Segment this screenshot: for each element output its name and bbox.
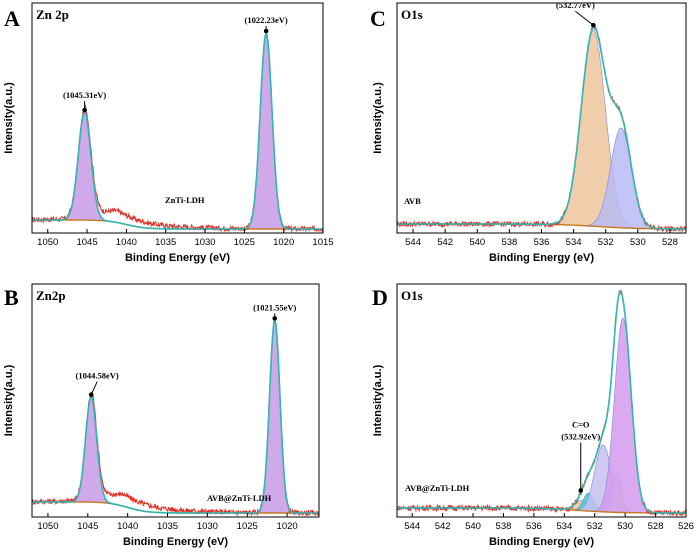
x-tick-label: 1030 bbox=[194, 237, 215, 248]
x-tick-label: 526 bbox=[678, 521, 694, 532]
annotation-label: (532.92eV) bbox=[561, 431, 600, 441]
x-tick-label: 1020 bbox=[273, 237, 294, 248]
annotation-arrowhead bbox=[578, 488, 584, 493]
x-tick-label: 540 bbox=[465, 521, 481, 532]
annotation-label: ZnTi-LDH bbox=[165, 195, 205, 205]
raw-data-line bbox=[396, 289, 687, 517]
fitted-envelope bbox=[32, 317, 319, 514]
annotation-label: (1022.23eV) bbox=[245, 15, 288, 25]
annotation-arrow bbox=[90, 381, 98, 395]
x-tick-label: 1050 bbox=[37, 521, 58, 532]
x-tick-label: 540 bbox=[469, 237, 485, 248]
plot-frame bbox=[396, 2, 687, 234]
x-tick-label: 1025 bbox=[237, 521, 258, 532]
x-tick-label: 532 bbox=[598, 237, 614, 248]
panel-letter: D bbox=[372, 285, 388, 310]
x-tick-label: 1045 bbox=[77, 521, 98, 532]
y-axis-label: Intensity(a.u.) bbox=[372, 364, 384, 436]
x-tick-label: 528 bbox=[662, 237, 678, 248]
y-axis-label: Intensity(a.u.) bbox=[3, 82, 15, 154]
annotation-arrowhead bbox=[82, 107, 87, 113]
annotation-label: (532.77eV) bbox=[556, 0, 595, 10]
panel-letter: A bbox=[4, 6, 20, 31]
x-axis-label: Binding Energy (eV) bbox=[489, 536, 594, 548]
panel-c: 544 542 540 538 536 534 532 530 528 Binding Energ… bbox=[370, 0, 687, 264]
panel-letter: B bbox=[4, 285, 19, 310]
x-tick-label: 534 bbox=[556, 521, 572, 532]
annotation-arrowhead bbox=[591, 22, 596, 28]
panel-a: 1050 1045 1040 1035 1030 1025 1020 1015 Binding … bbox=[3, 2, 334, 264]
x-tick-label: 1040 bbox=[116, 237, 137, 248]
panel-letter: C bbox=[370, 6, 386, 31]
x-tick-label: 536 bbox=[534, 237, 550, 248]
x-axis-label: Binding Energy (eV) bbox=[123, 536, 228, 548]
annotation-label: (1021.55eV) bbox=[253, 302, 296, 312]
x-tick-label: 544 bbox=[404, 521, 420, 532]
x-tick-label: 1030 bbox=[197, 521, 218, 532]
x-tick-label: 538 bbox=[496, 521, 512, 532]
x-tick-label: 1050 bbox=[37, 237, 58, 248]
peak-fill-2 bbox=[397, 127, 686, 230]
x-tick-label: 538 bbox=[501, 237, 517, 248]
raw-data-line bbox=[396, 23, 687, 233]
x-axis-label: Binding Energy (eV) bbox=[125, 252, 230, 264]
x-tick-label: 532 bbox=[587, 521, 603, 532]
annotation-label: (1045.31eV) bbox=[63, 90, 106, 100]
x-tick-label: 1040 bbox=[117, 521, 138, 532]
fitted-envelope bbox=[397, 26, 686, 230]
x-tick-label: 530 bbox=[617, 521, 633, 532]
peak-fill-1 bbox=[397, 30, 686, 230]
annotation-arrow bbox=[575, 10, 594, 26]
peak-fill-2 bbox=[32, 319, 319, 514]
x-tick-label: 1035 bbox=[155, 237, 176, 248]
panel-b: 1050 1045 1040 1035 1030 1025 1020 Binding Ener… bbox=[3, 283, 320, 548]
x-tick-label: 1020 bbox=[277, 521, 298, 532]
x-tick-label: 528 bbox=[648, 521, 664, 532]
x-tick-label: 1025 bbox=[234, 237, 255, 248]
fitted-envelope bbox=[397, 290, 686, 514]
annotation-arrowhead bbox=[272, 316, 278, 321]
annotation-label: AVB bbox=[404, 196, 421, 206]
annotation-arrowhead bbox=[88, 392, 94, 398]
plot-frame bbox=[31, 2, 324, 234]
annotation-arrowhead bbox=[263, 28, 269, 34]
x-tick-label: 530 bbox=[630, 237, 646, 248]
x-tick-label: 542 bbox=[435, 521, 451, 532]
panel-title: Zn2p bbox=[36, 288, 66, 303]
x-tick-label: 1015 bbox=[312, 237, 333, 248]
plot-frame bbox=[31, 283, 320, 518]
x-tick-label: 1045 bbox=[76, 237, 97, 248]
y-axis-label: Intensity(a.u.) bbox=[3, 364, 15, 436]
x-tick-label: 534 bbox=[566, 237, 582, 248]
x-tick-label: 1035 bbox=[157, 521, 178, 532]
x-axis-label: Binding Energy (eV) bbox=[489, 252, 594, 264]
annotation-label: AVB@ZnTi-LDH bbox=[405, 483, 470, 493]
panel-title: Zn 2p bbox=[36, 7, 69, 22]
annotation-label: (1044.58eV) bbox=[76, 371, 119, 381]
annotation-label: AVB@ZnTi-LDH bbox=[207, 493, 272, 503]
y-axis-label: Intensity(a.u.) bbox=[372, 82, 384, 154]
x-tick-label: 542 bbox=[437, 237, 453, 248]
fitted-envelope bbox=[32, 30, 323, 230]
x-tick-label: 536 bbox=[526, 521, 542, 532]
plot-frame bbox=[396, 283, 687, 518]
x-tick-label: 544 bbox=[405, 237, 421, 248]
annotation-label: C=O bbox=[572, 419, 590, 429]
panel-title: O1s bbox=[401, 7, 423, 22]
panel-title: O1s bbox=[401, 288, 423, 303]
panel-d: 544 542 540 538 536 534 532 530 528 526 Binding En… bbox=[372, 283, 694, 548]
